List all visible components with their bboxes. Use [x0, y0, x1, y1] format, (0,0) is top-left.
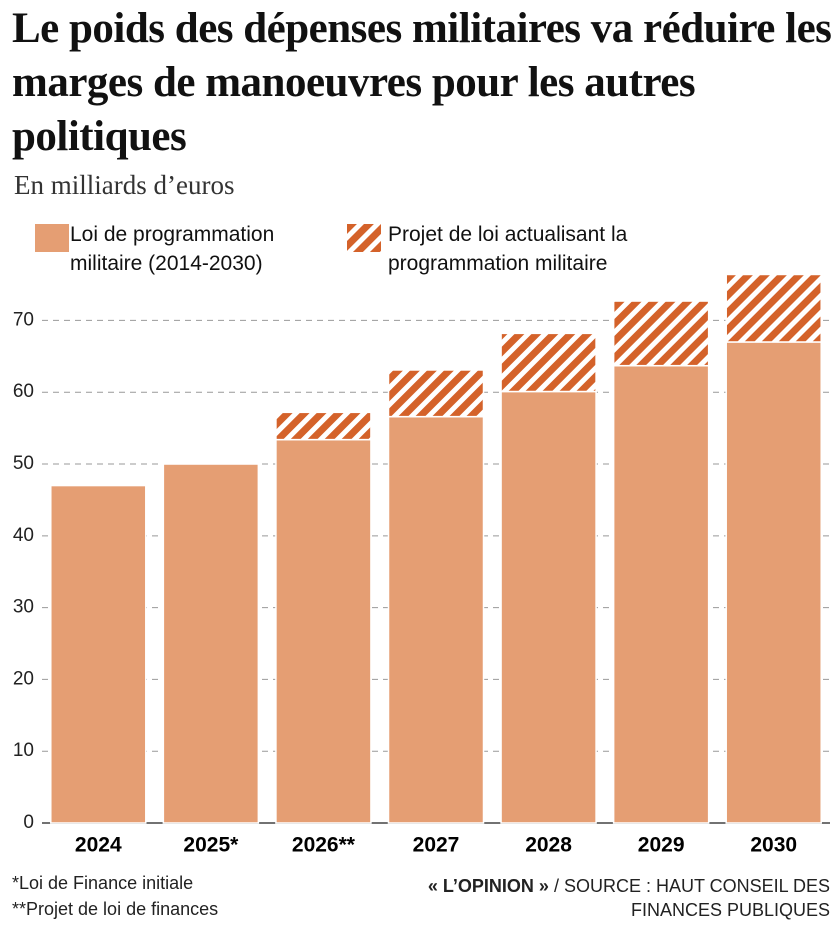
bar-segment [162, 463, 260, 824]
bar-segment [612, 364, 710, 824]
x-tick-label: 2029 [638, 834, 685, 857]
bar-segment [275, 438, 372, 824]
source-brand: « L’OPINION » [428, 876, 549, 896]
x-tick-label: 2025* [183, 834, 239, 857]
bar-segment [275, 411, 372, 441]
legend-label: Loi de programmation militaire (2014-203… [70, 223, 275, 275]
source: « L’OPINION » / SOURCE : HAUT CONSEIL DES [428, 876, 830, 896]
chart-subtitle: En milliards d’euros [14, 170, 235, 200]
y-tick-label: 10 [13, 740, 34, 761]
source: FINANCES PUBLIQUES [631, 900, 830, 920]
bar-segment [387, 369, 485, 418]
bar-segment [725, 273, 822, 343]
source-text: / SOURCE : HAUT CONSEIL DES [554, 876, 830, 896]
y-tick-label: 20 [13, 668, 34, 689]
x-tick-label: 2028 [525, 834, 572, 857]
bar-segment [500, 332, 597, 393]
bar-segment [612, 300, 710, 367]
y-tick-label: 0 [23, 812, 34, 833]
footnote: **Projet de loi de finances [12, 899, 218, 919]
legend-label: Projet de loi actualisant la programmati… [388, 223, 628, 275]
x-tick-label: 2024 [75, 834, 122, 857]
y-tick-label: 40 [13, 525, 34, 546]
x-tick-label: 2026** [292, 834, 356, 857]
chart-title: Le poids des dépenses militaires va rédu… [12, 5, 832, 160]
bar-segment [500, 390, 597, 824]
bar-segment [725, 341, 822, 824]
y-tick-label: 50 [13, 453, 34, 474]
x-tick-label: 2030 [750, 834, 797, 857]
bar-segment [387, 415, 485, 824]
legend-swatch [35, 224, 69, 252]
y-tick-label: 30 [13, 597, 34, 618]
legend-swatch [347, 224, 381, 252]
y-tick-label: 60 [13, 381, 34, 402]
y-tick-label: 70 [13, 309, 34, 330]
bar-segment [50, 484, 147, 824]
footnote: *Loi de Finance initiale [12, 873, 193, 893]
x-tick-label: 2027 [413, 834, 460, 857]
